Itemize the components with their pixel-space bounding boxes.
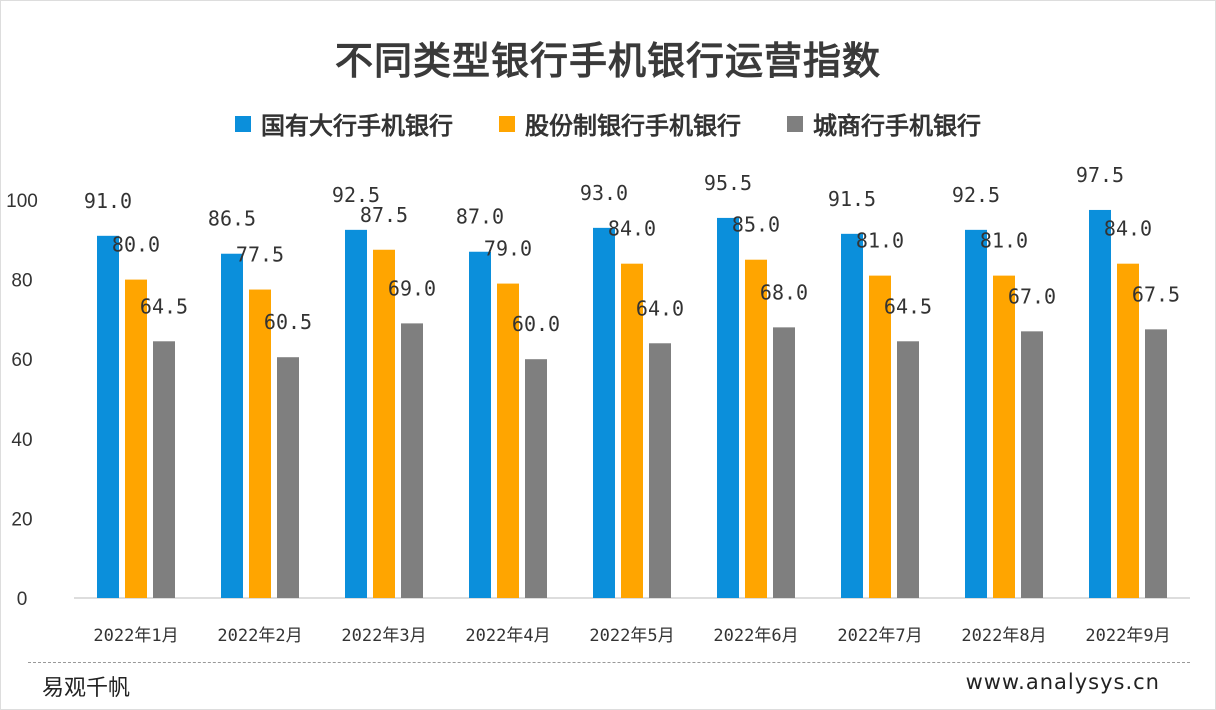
data-label: 92.5	[952, 183, 1000, 207]
data-label: 77.5	[236, 243, 284, 267]
footer-divider	[28, 662, 1190, 663]
data-label: 69.0	[388, 276, 436, 300]
x-tick-label: 2022年3月	[341, 626, 426, 646]
data-label: 60.0	[512, 312, 560, 336]
bar	[1089, 209, 1111, 598]
footer-url: www.analysys.cn	[965, 670, 1160, 694]
legend-item-state-banks: 国有大行手机银行	[235, 106, 453, 141]
data-label: 84.0	[608, 217, 656, 241]
bar-chart: 0 20 40 60 80 100 2022年1月 91.0 80.0 64.5 2022年2月 86…	[6, 163, 1190, 646]
data-label: 68.0	[760, 280, 808, 304]
data-label: 93.0	[580, 181, 628, 205]
data-label: 87.5	[360, 203, 408, 227]
x-tick-label: 2022年6月	[713, 626, 798, 646]
legend-label: 国有大行手机银行	[261, 112, 453, 140]
bar	[97, 235, 119, 598]
data-label: 95.5	[704, 171, 752, 195]
x-tick-label: 2022年1月	[93, 626, 178, 646]
bar	[841, 233, 863, 598]
data-label: 60.5	[264, 310, 312, 334]
x-tick-label: 2022年9月	[1085, 626, 1170, 646]
bar	[965, 229, 987, 598]
bar	[497, 283, 519, 598]
data-label: 91.5	[828, 187, 876, 211]
y-tick-label: 20	[11, 509, 32, 530]
data-label: 81.0	[856, 229, 904, 253]
bar	[469, 251, 491, 599]
bar	[717, 217, 739, 598]
bar	[277, 357, 299, 598]
legend-swatch	[235, 115, 251, 132]
data-label: 79.0	[484, 237, 532, 261]
bar	[593, 227, 615, 599]
bar	[649, 343, 671, 598]
legend-item-city-banks: 城商行手机银行	[787, 106, 981, 141]
y-tick-label: 0	[17, 589, 28, 610]
legend-label: 股份制银行手机银行	[525, 112, 741, 140]
bar	[401, 323, 423, 598]
data-label: 81.0	[980, 229, 1028, 253]
bar	[249, 289, 271, 598]
y-tick-label: 40	[11, 430, 32, 451]
bar	[869, 275, 891, 598]
data-label: 64.5	[884, 294, 932, 318]
bar	[745, 259, 767, 598]
bar	[125, 279, 147, 598]
data-label: 64.0	[636, 296, 684, 320]
data-label: 86.5	[208, 207, 256, 231]
bar	[773, 327, 795, 598]
legend-item-joint-stock-banks: 股份制银行手机银行	[499, 106, 741, 141]
legend-swatch	[787, 115, 803, 132]
bar	[1021, 331, 1043, 598]
footer-brand: 易观千帆	[42, 676, 131, 701]
y-tick-label: 100	[6, 191, 38, 212]
data-label: 97.5	[1076, 163, 1124, 187]
bar	[373, 249, 395, 598]
legend-swatch	[499, 115, 515, 132]
bar	[897, 341, 919, 598]
bar	[525, 359, 547, 598]
x-tick-label: 2022年7月	[837, 626, 922, 646]
data-label: 84.0	[1104, 217, 1152, 241]
legend-label: 城商行手机银行	[813, 112, 981, 140]
chart-title: 不同类型银行手机银行运营指数	[334, 39, 881, 83]
x-tick-label: 2022年2月	[217, 626, 302, 646]
data-label: 80.0	[112, 233, 160, 257]
bar	[621, 263, 643, 598]
data-label: 67.0	[1008, 284, 1056, 308]
data-label: 67.5	[1132, 282, 1180, 306]
x-tick-label: 2022年5月	[589, 626, 674, 646]
x-tick-label: 2022年4月	[465, 626, 550, 646]
data-label: 64.5	[140, 294, 188, 318]
data-label: 85.0	[732, 213, 780, 237]
bar	[1117, 263, 1139, 598]
x-tick-label: 2022年8月	[961, 626, 1046, 646]
bar	[345, 229, 367, 598]
data-label: 87.0	[456, 205, 504, 229]
y-tick-label: 80	[11, 271, 32, 292]
bar	[153, 341, 175, 598]
bar	[1145, 329, 1167, 598]
legend: 国有大行手机银行 股份制银行手机银行 城商行手机银行	[0, 106, 1216, 141]
y-tick-label: 60	[11, 350, 32, 371]
bar	[993, 275, 1015, 598]
data-label: 91.0	[84, 189, 132, 213]
data-label: 92.5	[332, 183, 380, 207]
bar	[221, 253, 243, 599]
